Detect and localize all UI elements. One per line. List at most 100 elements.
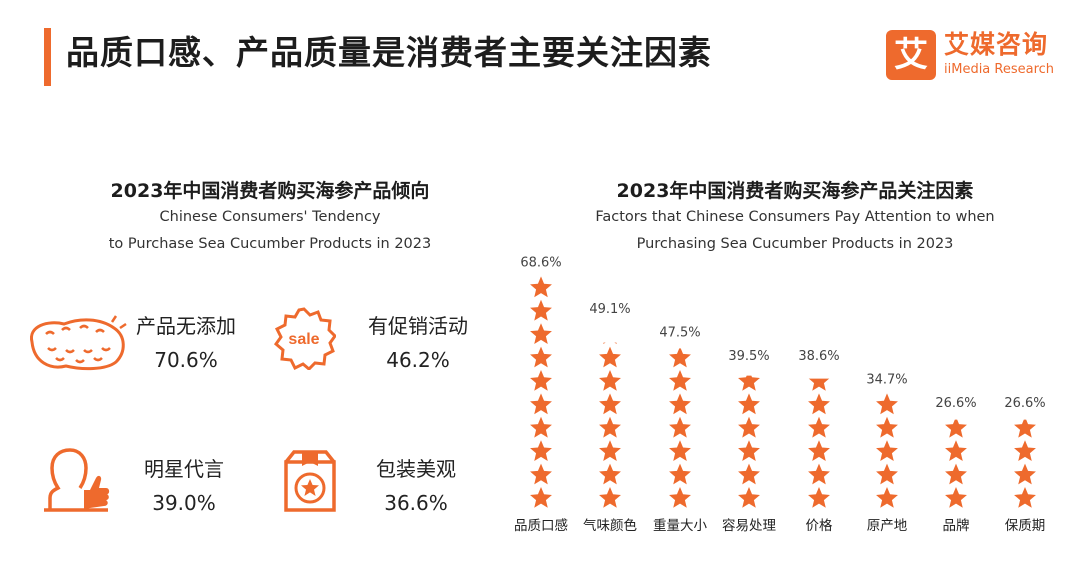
value-label: 34.7% — [866, 372, 907, 387]
category-label: 容易处理 — [722, 517, 776, 534]
factors-subtitle-line1: Factors that Chinese Consumers Pay Atten… — [595, 209, 995, 225]
star-mark — [599, 346, 621, 368]
star-mark — [530, 487, 552, 508]
logo-name-cn: 艾媒咨询 — [944, 30, 1049, 59]
star-mark — [738, 487, 760, 508]
value-label: 26.6% — [935, 396, 976, 411]
gift-package-icon — [284, 450, 336, 512]
tendency-label: 有促销活动 — [368, 314, 468, 338]
star-mark — [808, 416, 830, 438]
star-mark — [669, 393, 691, 415]
star-mark — [530, 440, 552, 461]
category-label: 原产地 — [867, 518, 908, 534]
star-bar — [945, 419, 967, 508]
tendency-item-packaging: 包装美观 36.6% — [376, 455, 496, 517]
star-mark — [1014, 440, 1036, 461]
star-mark — [808, 378, 830, 391]
star-mark — [669, 463, 691, 485]
star-mark — [669, 416, 691, 438]
star-mark — [530, 323, 552, 344]
value-label: 39.5% — [728, 349, 769, 364]
star-mark — [945, 463, 967, 485]
star-mark — [530, 346, 552, 368]
star-mark — [876, 416, 898, 438]
star-bar — [669, 348, 691, 508]
value-label: 47.5% — [659, 326, 700, 341]
tendency-item-no-additives: 产品无添加 70.6% — [136, 312, 256, 374]
star-bar — [738, 375, 760, 508]
star-mark — [599, 416, 621, 438]
star-mark — [530, 393, 552, 415]
value-label: 49.1% — [589, 302, 630, 317]
star-mark — [1014, 419, 1036, 438]
category-label: 品质口感 — [514, 517, 568, 534]
iimedia-logo: 艾 艾媒咨询 iiMedia Research — [886, 30, 1066, 82]
star-mark — [808, 487, 830, 508]
star-mark — [738, 375, 760, 391]
star-bar — [530, 276, 552, 508]
star-mark — [876, 393, 898, 415]
star-mark — [1014, 487, 1036, 508]
star-mark — [599, 393, 621, 415]
star-mark — [669, 348, 691, 368]
star-mark — [530, 463, 552, 485]
star-mark — [738, 463, 760, 485]
star-mark — [530, 416, 552, 438]
title-accent-bar — [44, 28, 51, 86]
factors-title-block: 2023年中国消费者购买海参产品关注因素 Factors that Chines… — [560, 178, 1030, 258]
star-mark — [599, 487, 621, 508]
category-label: 保质期 — [1005, 518, 1046, 534]
category-label: 品牌 — [943, 517, 970, 534]
star-mark — [530, 276, 552, 298]
star-mark — [1014, 463, 1036, 485]
tendency-title-en-line1: Chinese Consumers' Tendency — [159, 209, 381, 225]
star-mark — [808, 463, 830, 485]
svg-text:sale: sale — [288, 331, 319, 348]
sale-badge-icon: sale — [273, 307, 336, 370]
star-mark — [669, 487, 691, 508]
factors-title-cn: 2023年中国消费者购买海参产品关注因素 — [616, 180, 974, 202]
tendency-title-en-line2: to Purchase Sea Cucumber Products in 202… — [108, 236, 432, 252]
star-mark — [945, 440, 967, 461]
category-label: 价格 — [806, 518, 834, 534]
star-mark — [603, 342, 617, 344]
factors-subtitle-line2: Purchasing Sea Cucumber Products in 2023 — [636, 236, 954, 252]
star-mark — [808, 393, 830, 415]
star-mark — [599, 440, 621, 461]
tendency-value: 39.0% — [152, 491, 216, 515]
star-mark — [945, 419, 967, 438]
star-mark — [599, 463, 621, 485]
star-mark — [599, 370, 621, 391]
star-mark — [876, 487, 898, 508]
logo-mark: 艾 — [886, 30, 936, 80]
star-mark — [530, 370, 552, 391]
category-label: 重量大小 — [653, 518, 707, 534]
star-mark — [738, 440, 760, 461]
star-bar — [1014, 419, 1036, 508]
tendency-value: 46.2% — [386, 348, 450, 372]
star-mark — [876, 463, 898, 485]
star-mark — [530, 299, 552, 321]
tendency-item-celebrity: 明星代言 39.0% — [144, 455, 264, 517]
value-label: 68.6% — [520, 255, 561, 270]
tendency-value: 70.6% — [154, 348, 218, 372]
tendency-item-promotion: 有促销活动 46.2% — [368, 312, 488, 374]
celebrity-thumbs-up-icon — [44, 448, 110, 512]
star-mark — [876, 440, 898, 461]
star-bar — [876, 393, 898, 508]
tendency-label: 明星代言 — [144, 457, 224, 481]
tendency-value: 36.6% — [384, 491, 448, 515]
logo-name-en: iiMedia Research — [944, 62, 1055, 77]
star-mark — [669, 440, 691, 461]
category-label: 气味颜色 — [583, 517, 637, 534]
sea-cucumber-icon — [30, 315, 127, 371]
star-mark — [945, 487, 967, 508]
star-bar — [599, 342, 621, 508]
tendency-label: 产品无添加 — [136, 314, 236, 338]
star-mark — [669, 370, 691, 391]
star-mark — [808, 440, 830, 461]
page-title: 品质口感、产品质量是消费者主要关注因素 — [66, 33, 712, 72]
tendency-title-block: 2023年中国消费者购买海参产品倾向 Chinese Consumers' Te… — [60, 178, 480, 258]
star-mark — [738, 393, 760, 415]
